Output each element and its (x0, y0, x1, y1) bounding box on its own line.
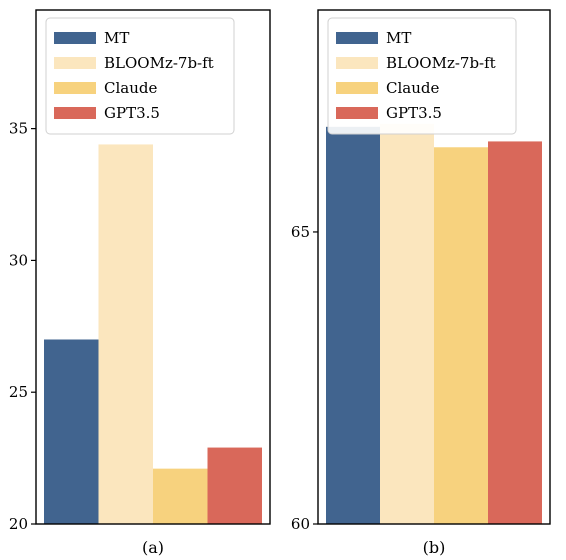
legend-swatch-b-3 (336, 107, 378, 119)
ytick-label-a-3: 35 (9, 120, 28, 138)
ytick-label-b-0: 60 (291, 515, 310, 533)
legend-swatch-a-1 (54, 57, 96, 69)
bar-a-2 (153, 468, 208, 524)
legend-swatch-a-3 (54, 107, 96, 119)
ytick-label-a-0: 20 (9, 515, 28, 533)
caption-a: (a) (142, 538, 164, 557)
ytick-label-a-1: 25 (9, 383, 28, 401)
caption-b: (b) (423, 538, 446, 557)
bar-a-0 (44, 339, 99, 524)
legend-label-a-3: GPT3.5 (104, 104, 160, 122)
legend-swatch-b-0 (336, 32, 378, 44)
legend-label-a-0: MT (104, 29, 129, 47)
legend-b (327, 17, 517, 135)
legend-label-a-1: BLOOMz-7b-ft (104, 54, 214, 72)
bar-a-1 (98, 144, 153, 524)
axes-frame-b (317, 9, 551, 525)
bar-a-3 (207, 447, 262, 524)
legend-label-b-1: BLOOMz-7b-ft (386, 54, 496, 72)
legend-swatch-b-2 (336, 82, 378, 94)
legend-label-b-0: MT (386, 29, 411, 47)
legend-a (45, 17, 235, 135)
bar-b-0 (326, 126, 380, 525)
bar-b-1 (380, 123, 434, 524)
legend-label-b-3: GPT3.5 (386, 104, 442, 122)
legend-swatch-a-2 (54, 82, 96, 94)
chart-panel-a: 20 25 30 35 (a) MT BLOOMz-7b-ft Claude GPT3.5 (9, 9, 271, 557)
ytick-label-a-2: 30 (9, 251, 28, 269)
legend-label-b-2: Claude (386, 79, 439, 97)
bar-b-2 (434, 147, 488, 525)
bar-b-3 (488, 141, 542, 524)
chart-panel-b: 60 65 (b) MT BLOOMz-7b-ft Claude GPT3.5 (291, 9, 551, 557)
legend-swatch-a-0 (54, 32, 96, 44)
ytick-label-b-1: 65 (291, 223, 310, 241)
axes-frame-a (35, 9, 271, 525)
legend-label-a-2: Claude (104, 79, 157, 97)
legend-swatch-b-1 (336, 57, 378, 69)
